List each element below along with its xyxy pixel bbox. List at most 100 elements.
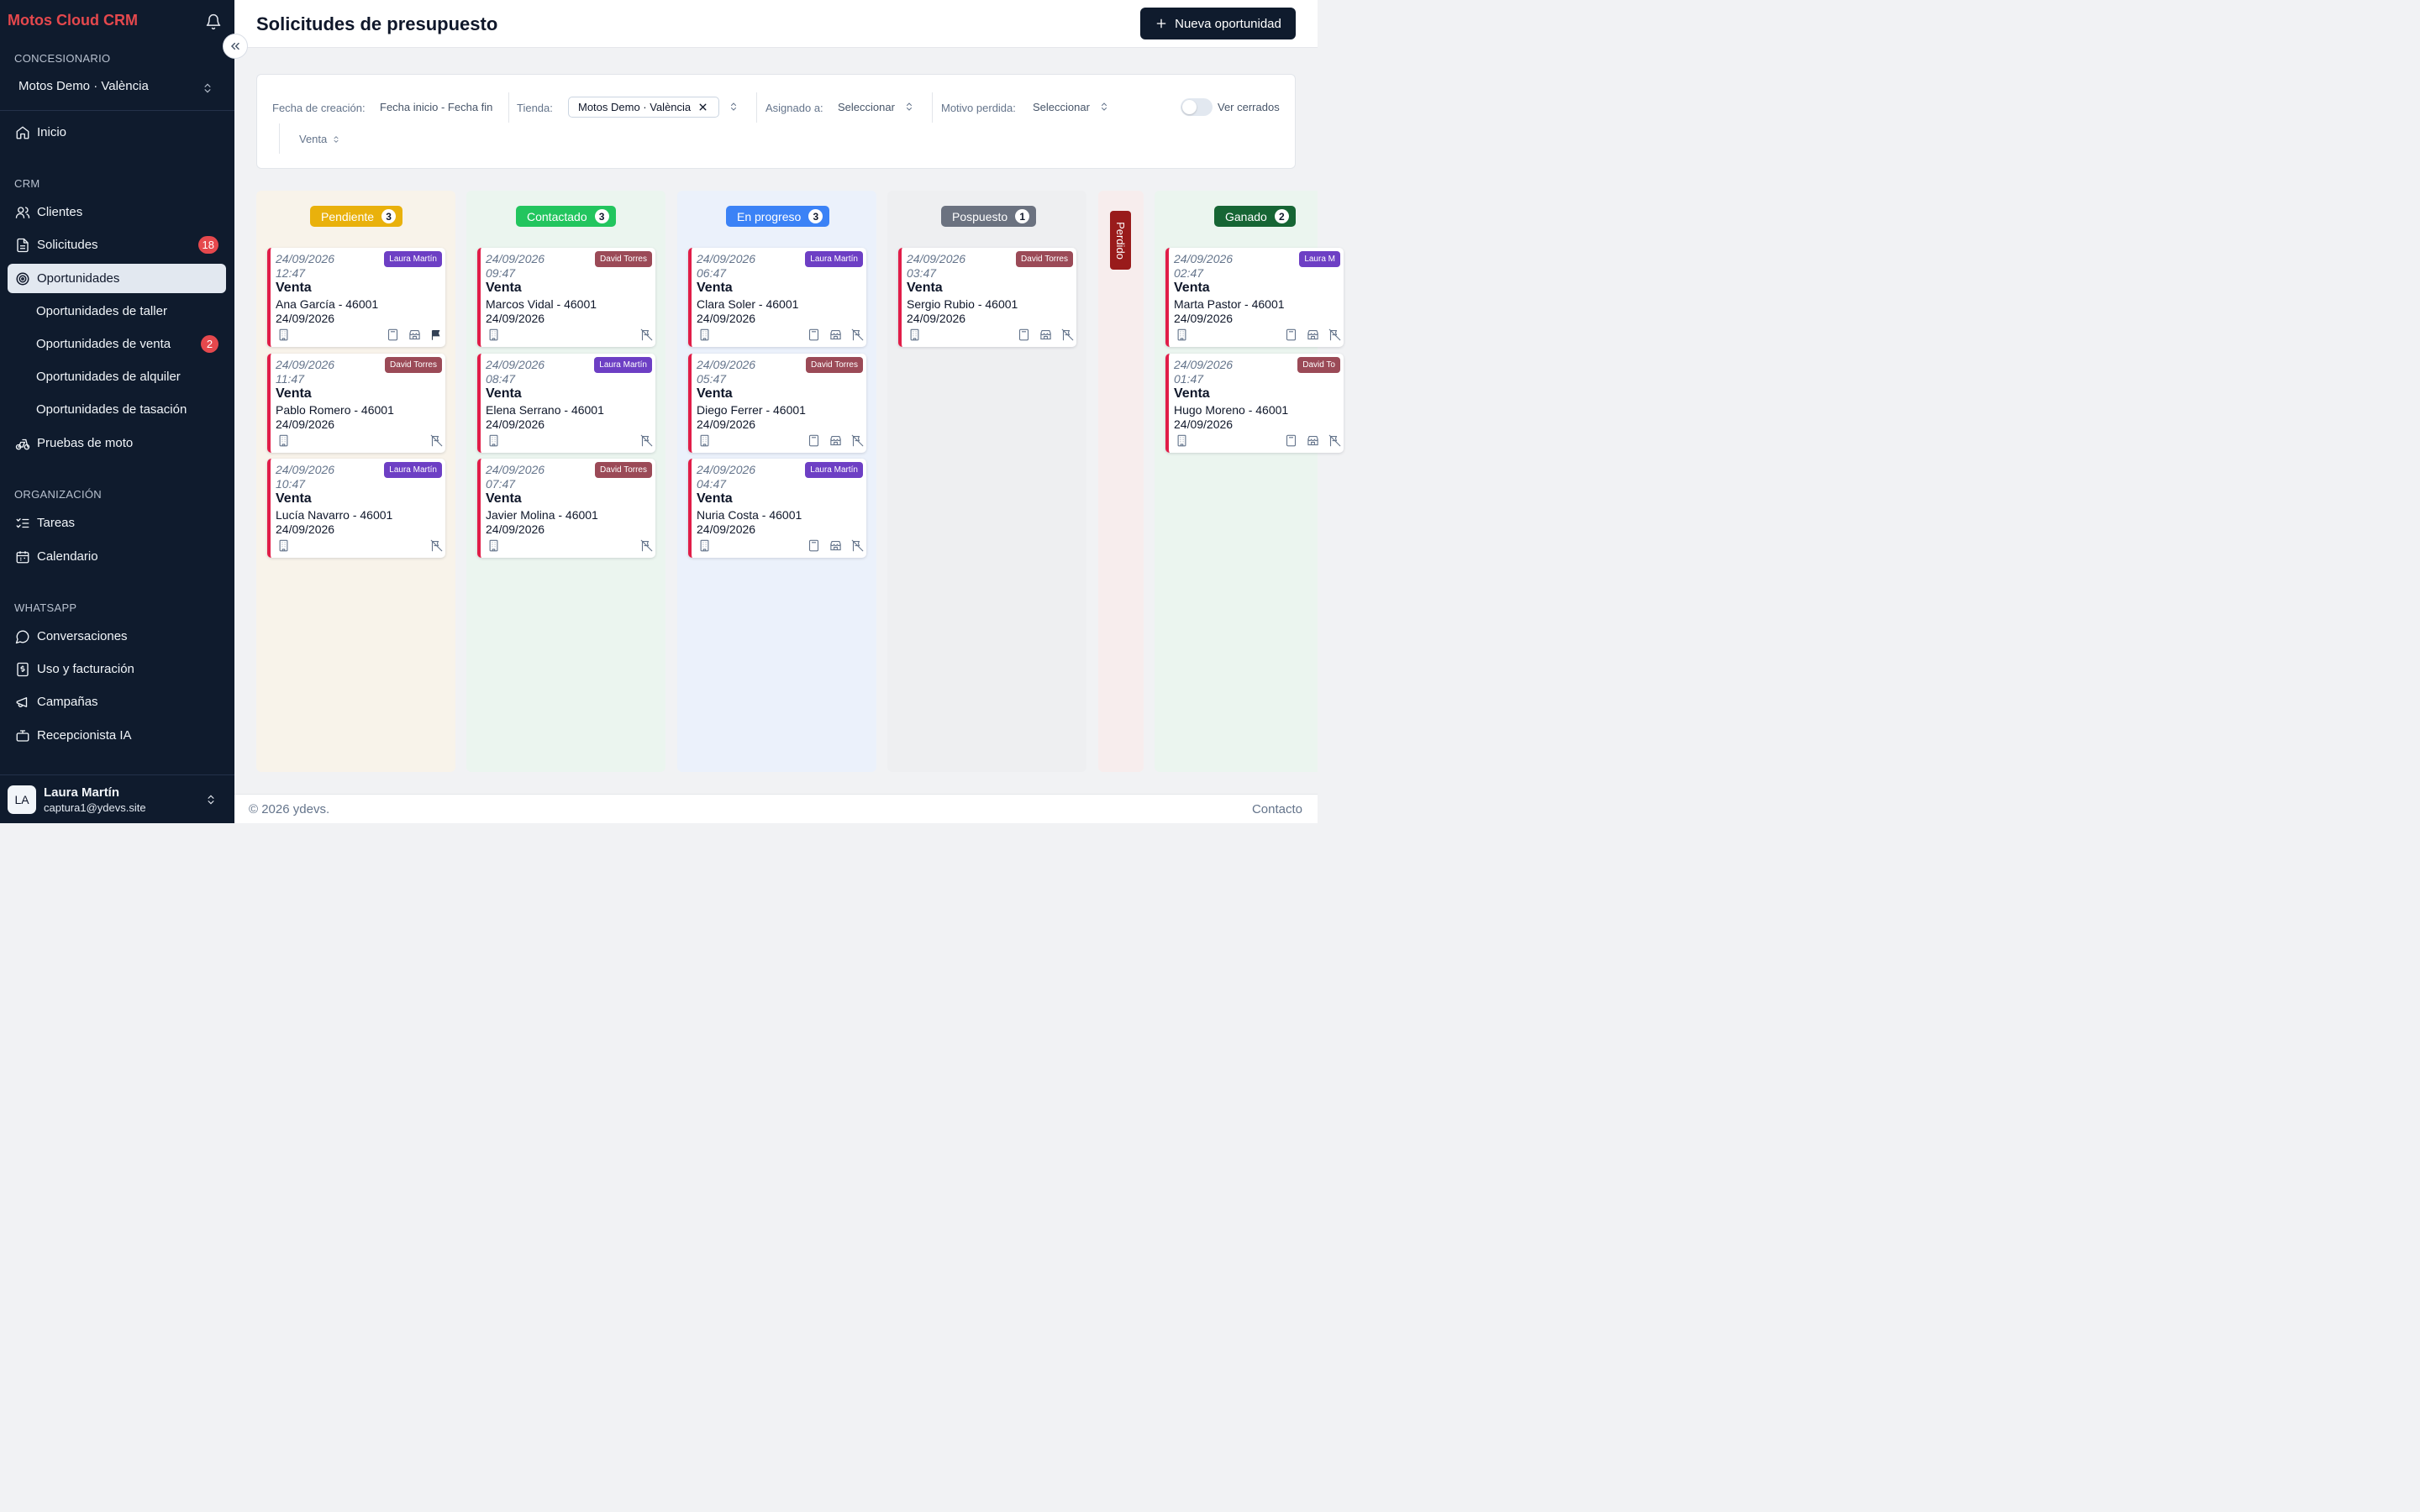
nav-solicitudes[interactable]: Solicitudes 18 bbox=[8, 230, 226, 260]
column-header-pill[interactable]: Ganado 2 bbox=[1214, 206, 1296, 227]
store-chip[interactable]: Motos Demo · València bbox=[568, 97, 719, 118]
user-menu[interactable]: LA Laura Martín captura1@ydevs.site bbox=[0, 774, 234, 823]
flag-icon[interactable] bbox=[430, 328, 443, 341]
column-header-pill[interactable]: En progreso 3 bbox=[726, 206, 830, 227]
chevrons-up-down-icon[interactable] bbox=[202, 81, 213, 95]
nav-oportunidades-taller[interactable]: Oportunidades de taller bbox=[8, 297, 226, 326]
dealer-select[interactable]: Motos Demo · València bbox=[18, 79, 149, 93]
card-time: 07:47 bbox=[486, 477, 516, 491]
calculator-icon[interactable] bbox=[1285, 434, 1297, 447]
type-select[interactable]: Venta bbox=[299, 133, 328, 145]
nav-tareas[interactable]: Tareas bbox=[8, 508, 226, 538]
agent-badge: David Torres bbox=[385, 357, 442, 373]
calculator-icon[interactable] bbox=[808, 434, 820, 447]
opportunity-card[interactable]: 24/09/2026 03:47 David Torres Venta Sergio R… bbox=[898, 248, 1076, 347]
nav-home[interactable]: Inicio bbox=[8, 118, 226, 147]
opportunity-card[interactable]: 24/09/2026 12:47 Laura Martín Venta Ana Garc… bbox=[267, 248, 445, 347]
opportunity-card[interactable]: 24/09/2026 08:47 Laura Martín Venta Elena Se… bbox=[477, 354, 655, 453]
nav-oportunidades-alquiler[interactable]: Oportunidades de alquiler bbox=[8, 362, 226, 391]
chevrons-up-down-icon[interactable] bbox=[904, 100, 914, 113]
new-opportunity-button[interactable]: Nueva oportunidad bbox=[1140, 8, 1296, 39]
opportunity-card[interactable]: 24/09/2026 11:47 David Torres Venta Pablo Ro… bbox=[267, 354, 445, 453]
nav-oportunidades-venta[interactable]: Oportunidades de venta 2 bbox=[8, 329, 226, 359]
flag-off-icon[interactable] bbox=[851, 539, 864, 552]
opportunity-card[interactable]: 24/09/2026 04:47 Laura Martín Venta Nuria Co… bbox=[688, 459, 866, 558]
chevrons-up-down-icon[interactable] bbox=[729, 100, 739, 113]
chevrons-left-icon bbox=[230, 42, 239, 50]
show-closed-toggle[interactable] bbox=[1181, 98, 1213, 116]
card-date-secondary: 24/09/2026 bbox=[697, 522, 756, 536]
card-customer: Javier Molina - 46001 bbox=[486, 508, 598, 522]
card-datetime: 24/09/2026 05:47 bbox=[697, 358, 755, 386]
nav-uso-facturacion[interactable]: Uso y facturación bbox=[8, 654, 226, 684]
nav-campanas[interactable]: Campañas bbox=[8, 687, 226, 717]
nav-clientes[interactable]: Clientes bbox=[8, 197, 226, 227]
page-header: Solicitudes de presupuesto Nueva oportun… bbox=[234, 0, 1318, 48]
opportunity-card[interactable]: 24/09/2026 10:47 Laura Martín Venta Lucía Na… bbox=[267, 459, 445, 558]
message-circle-icon bbox=[15, 630, 29, 643]
nav-solicitudes-label: Solicitudes bbox=[37, 238, 98, 252]
card-date: 24/09/2026 bbox=[486, 463, 545, 476]
calculator-icon[interactable] bbox=[808, 328, 820, 341]
flag-off-icon[interactable] bbox=[430, 539, 443, 552]
collapse-sidebar-button[interactable] bbox=[223, 34, 248, 59]
column-header-pill[interactable]: Pospuesto 1 bbox=[941, 206, 1037, 227]
flag-off-icon[interactable] bbox=[1328, 328, 1341, 341]
opportunity-card[interactable]: 24/09/2026 05:47 David Torres Venta Diego Fe… bbox=[688, 354, 866, 453]
store-icon[interactable] bbox=[1039, 328, 1052, 341]
nav-conversaciones[interactable]: Conversaciones bbox=[8, 622, 226, 651]
chevrons-up-down-icon[interactable] bbox=[332, 134, 340, 145]
chevrons-up-down-icon[interactable] bbox=[1099, 100, 1109, 113]
nav-oportunidades-tasacion[interactable]: Oportunidades de tasación bbox=[8, 395, 226, 424]
flag-off-icon[interactable] bbox=[640, 328, 653, 341]
store-icon[interactable] bbox=[408, 328, 421, 341]
column-perdido-collapsed[interactable] bbox=[1098, 191, 1144, 772]
nav-calendario-label: Calendario bbox=[37, 549, 98, 564]
flag-off-icon[interactable] bbox=[1061, 328, 1074, 341]
calculator-icon[interactable] bbox=[1018, 328, 1030, 341]
nav-oportunidades[interactable]: Oportunidades bbox=[8, 264, 226, 293]
flag-off-icon[interactable] bbox=[430, 434, 443, 447]
nav-pruebas-moto[interactable]: Pruebas de moto bbox=[8, 428, 226, 458]
nav-clientes-label: Clientes bbox=[37, 205, 83, 219]
contact-link[interactable]: Contacto bbox=[1251, 802, 1302, 816]
card-customer: Elena Serrano - 46001 bbox=[486, 403, 604, 417]
nav-calendario[interactable]: Calendario bbox=[8, 542, 226, 571]
opportunity-card[interactable]: 24/09/2026 07:47 David Torres Venta Javier M… bbox=[477, 459, 655, 558]
column-header-pill[interactable]: Contactado 3 bbox=[516, 206, 616, 227]
flag-off-icon[interactable] bbox=[851, 434, 864, 447]
calculator-icon[interactable] bbox=[808, 539, 820, 552]
column-perdido-pill[interactable]: Perdido bbox=[1110, 211, 1131, 270]
column-title: Pospuesto bbox=[952, 209, 1008, 223]
brand-logo[interactable]: Motos Cloud CRM bbox=[8, 12, 138, 29]
card-type: Venta bbox=[697, 281, 733, 295]
flag-off-icon[interactable] bbox=[640, 434, 653, 447]
card-customer: Ana García - 46001 bbox=[276, 297, 379, 311]
opportunity-card[interactable]: 24/09/2026 06:47 Laura Martín Venta Clara So… bbox=[688, 248, 866, 347]
store-icon[interactable] bbox=[1307, 434, 1319, 447]
flag-off-icon[interactable] bbox=[1328, 434, 1341, 447]
store-icon[interactable] bbox=[829, 328, 842, 341]
opportunity-card[interactable]: 24/09/2026 02:47 Laura M Venta Marta Pastor … bbox=[1165, 248, 1344, 347]
card-customer: Lucía Navarro - 46001 bbox=[276, 508, 393, 522]
calculator-icon[interactable] bbox=[1285, 328, 1297, 341]
store-icon[interactable] bbox=[829, 539, 842, 552]
store-icon[interactable] bbox=[1307, 328, 1319, 341]
nav-uso-facturacion-label: Uso y facturación bbox=[37, 662, 134, 676]
opportunity-card[interactable]: 24/09/2026 01:47 David To Venta Hugo Moreno … bbox=[1165, 354, 1344, 453]
close-icon[interactable] bbox=[697, 102, 708, 113]
lost-reason-select[interactable]: Seleccionar bbox=[1033, 101, 1090, 113]
bell-icon[interactable] bbox=[205, 13, 222, 30]
chevrons-up-down-icon[interactable] bbox=[205, 792, 217, 807]
nav-oportunidades-taller-label: Oportunidades de taller bbox=[36, 304, 167, 318]
nav-recepcionista-ia[interactable]: Recepcionista IA bbox=[8, 721, 226, 750]
flag-off-icon[interactable] bbox=[851, 328, 864, 341]
card-type: Venta bbox=[1174, 386, 1210, 401]
column-header-pill[interactable]: Pendiente 3 bbox=[310, 206, 403, 227]
opportunity-card[interactable]: 24/09/2026 09:47 David Torres Venta Marcos V… bbox=[477, 248, 655, 347]
date-range-picker[interactable]: Fecha inicio - Fecha fin bbox=[380, 101, 493, 113]
flag-off-icon[interactable] bbox=[640, 539, 653, 552]
store-icon[interactable] bbox=[829, 434, 842, 447]
assigned-select[interactable]: Seleccionar bbox=[838, 101, 895, 113]
calculator-icon[interactable] bbox=[387, 328, 399, 341]
